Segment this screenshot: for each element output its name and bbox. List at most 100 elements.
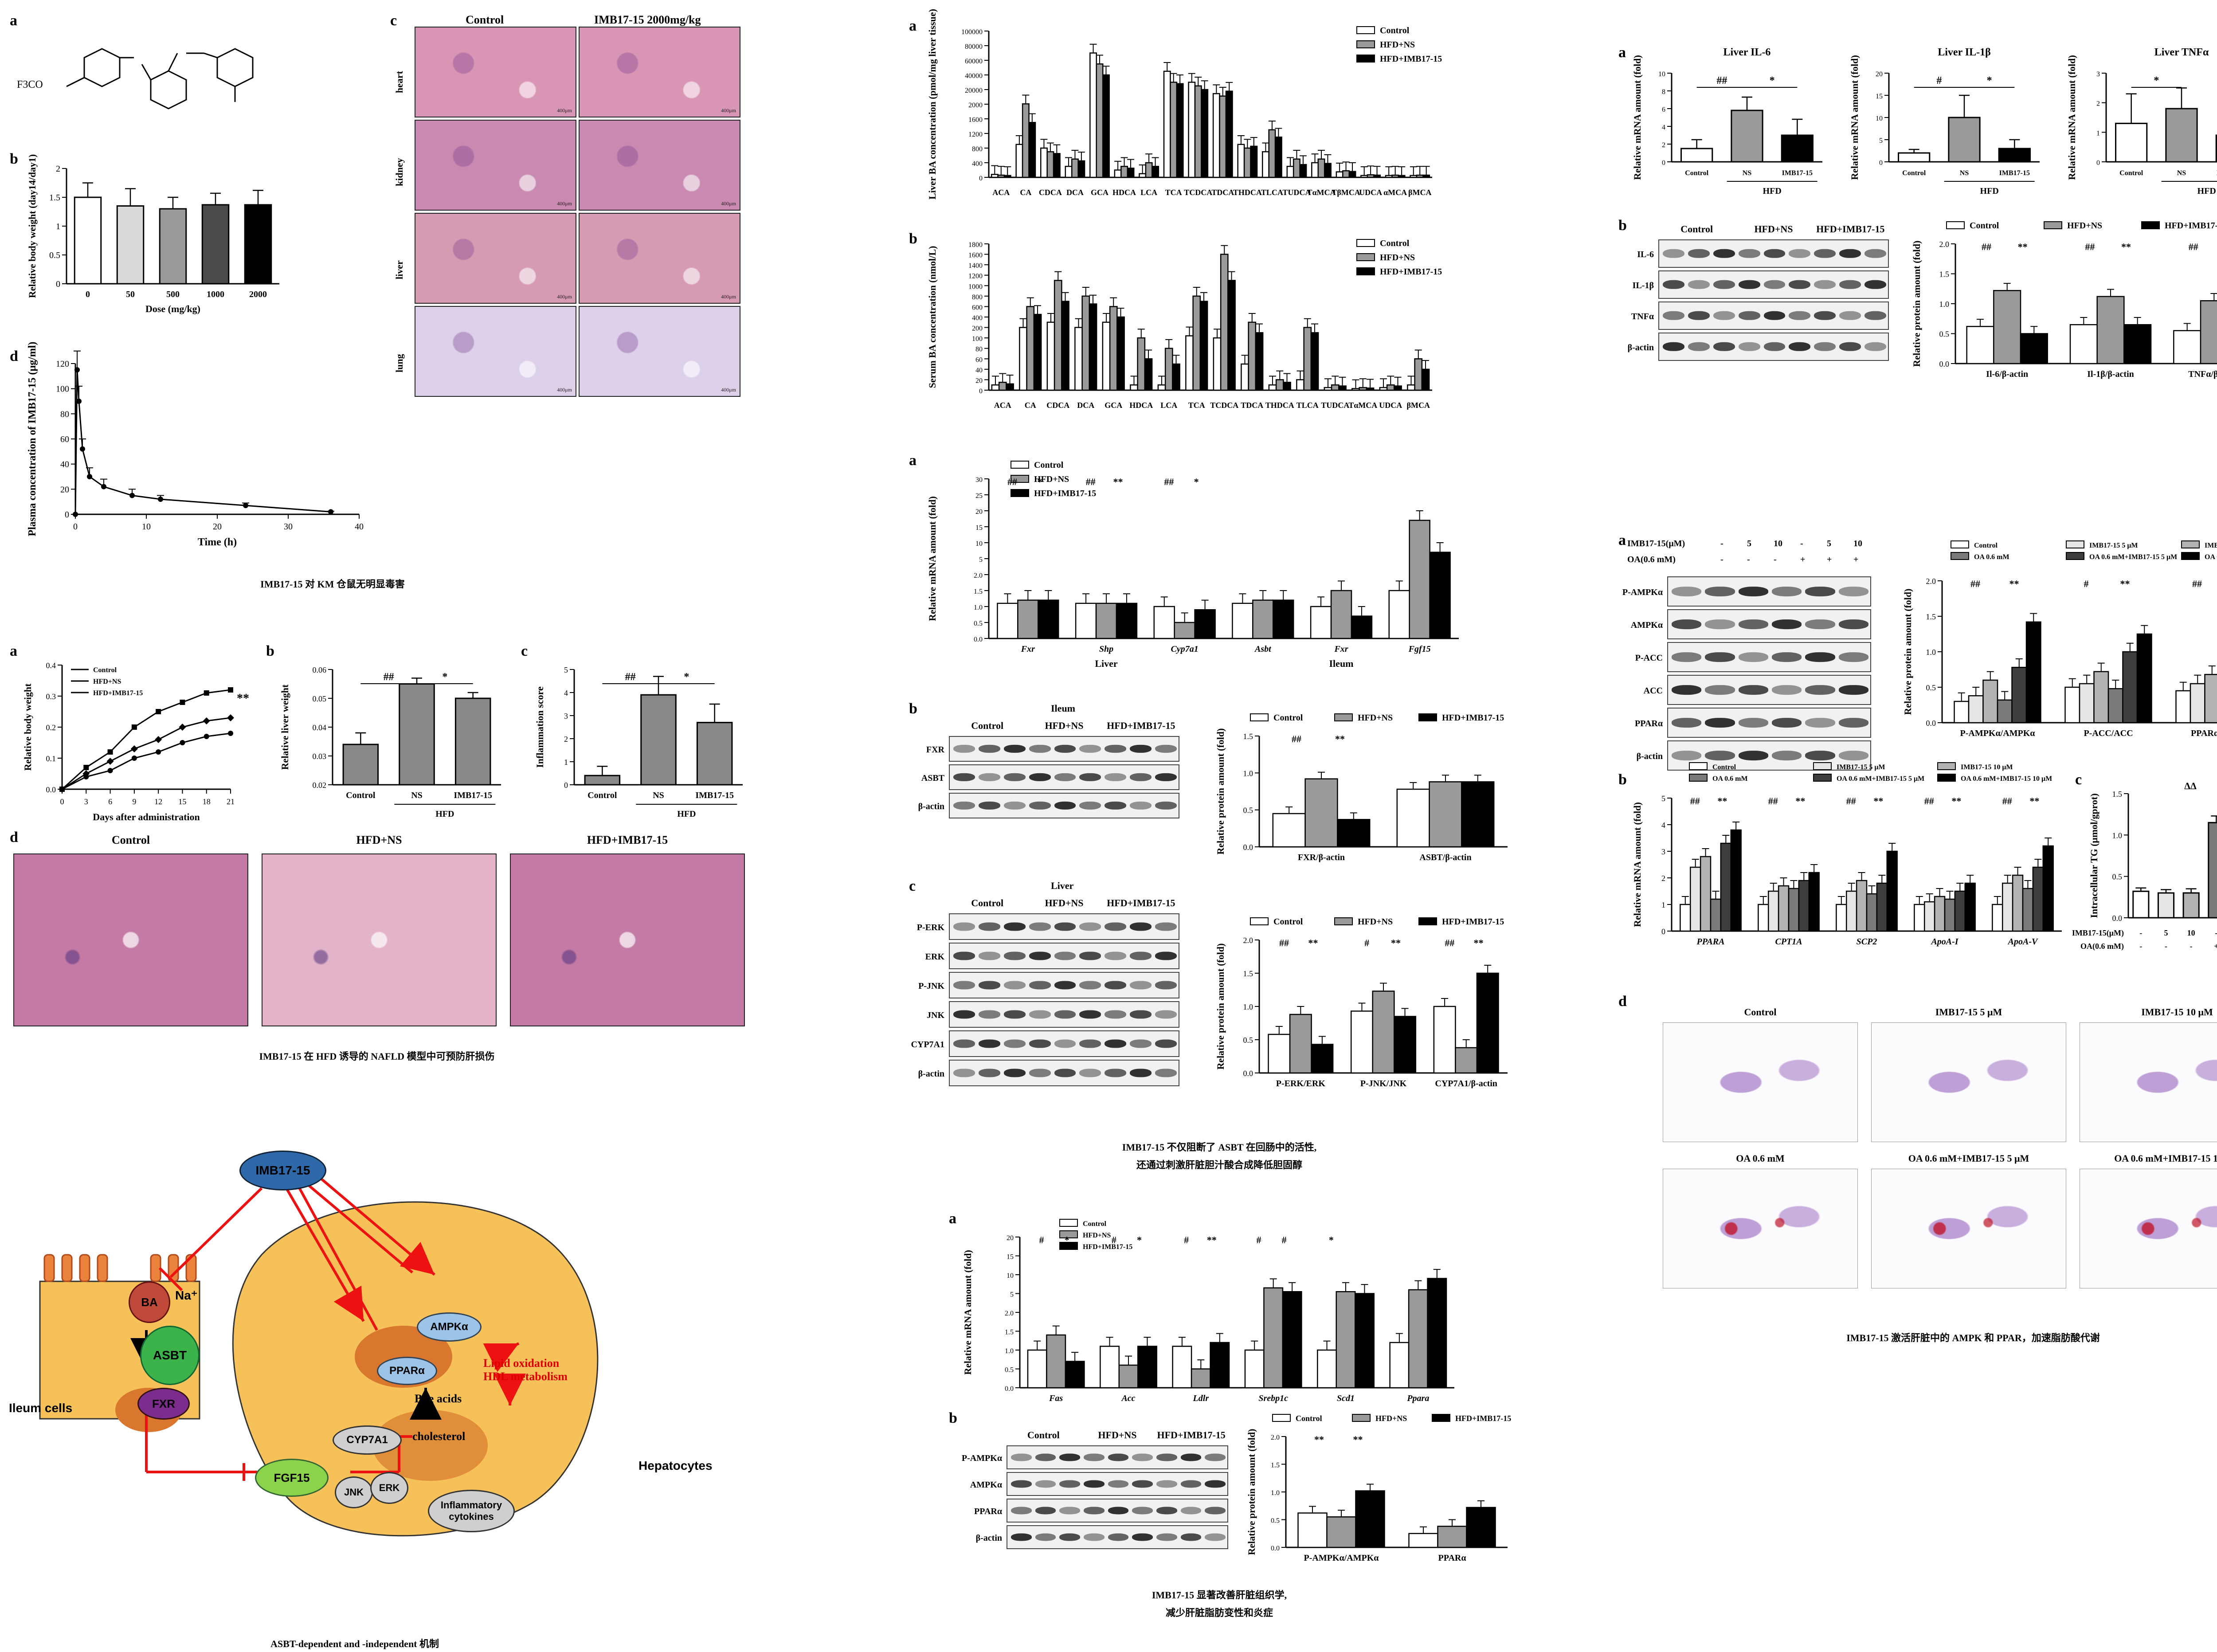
legend-label: HFD+IMB17-15: [1083, 1243, 1132, 1251]
bar: [1781, 134, 1814, 163]
y-tick-label: 1: [2096, 129, 2100, 137]
blot-band: [1003, 981, 1026, 990]
y-axis-label: Relative protein amount (fold): [1215, 728, 1226, 855]
legend-swatch: [1011, 489, 1029, 497]
y-tick-label: 5: [979, 556, 983, 564]
y-tick-label: 1.0: [1243, 769, 1253, 778]
category-label: DCA: [1077, 401, 1094, 410]
panel-a-letter: a: [10, 12, 17, 29]
bar: [2032, 866, 2044, 932]
category-label: TCDCA: [1210, 401, 1238, 410]
blot-band: [1155, 1069, 1177, 1077]
blot-band: [1130, 744, 1152, 753]
category-label: SCP2: [1857, 937, 1877, 947]
blot-row-label: IL-6: [1637, 250, 1654, 259]
y-tick-label: 1.0: [2112, 831, 2123, 840]
blot-membrane: [949, 764, 1179, 790]
blot-band: [1763, 249, 1786, 258]
caption-toxicity: IMB17-15 对 KM 仓鼠无明显毒害: [260, 579, 405, 590]
bar: [1366, 388, 1375, 391]
y-tick-label: 0.5: [2112, 873, 2123, 881]
bar: [399, 683, 435, 786]
oa-header-value: -: [1774, 555, 1777, 564]
blot-band: [1672, 587, 1702, 596]
sig-label: **: [1353, 1434, 1363, 1445]
bar: [1437, 1526, 1467, 1548]
legend-swatch: [1272, 1414, 1291, 1422]
bar: [1326, 1516, 1356, 1548]
bar: [1095, 603, 1117, 639]
category-label: PPARα/β-actin: [2191, 728, 2217, 738]
sig-label: ##: [2085, 241, 2095, 252]
y-tick-label: 10: [1658, 70, 1665, 78]
blot-band: [1105, 951, 1127, 960]
category-label: GCA: [1105, 401, 1122, 410]
oa-header-value: 5: [1747, 539, 1751, 548]
blot-band: [1084, 1533, 1105, 1541]
sig-label: #: [1282, 1234, 1287, 1245]
liver-il1b-chart: 0 5 10 15 20 Relative mRNA amount (fold) Contr…: [1849, 47, 2040, 196]
x-tick-label: 15: [178, 797, 186, 806]
y-tick-label: 40: [975, 367, 983, 374]
blot-band: [1011, 1507, 1032, 1515]
legend-label: IMB17-15 10 μM: [1961, 763, 2013, 771]
blot-membrane: [949, 972, 1179, 998]
bar: [696, 722, 733, 786]
legend-swatch: [1011, 461, 1029, 469]
blot-band: [1705, 652, 1735, 662]
bar: [1466, 1507, 1496, 1548]
y-axis-label: Relative liver weight: [279, 684, 290, 770]
liver-tnfa-chart: 0 1 2 3 Relative mRNA amount (fold) Control NS…: [2066, 47, 2217, 196]
blot-strip: [949, 793, 1179, 818]
blot-group-label: HFD+IMB17-15: [1816, 223, 1885, 235]
blot-row-label: CYP7A1: [911, 1040, 944, 1049]
y-tick-label: 100: [56, 384, 69, 394]
y-tick-label: 1600: [968, 252, 983, 259]
blot-strip: [1667, 708, 1871, 738]
data-point: [179, 724, 186, 731]
blot-row-label: AMPKα: [970, 1480, 1002, 1490]
blot-row-label: β-actin: [918, 1069, 944, 1079]
bar: [1075, 603, 1097, 639]
category-label: 2000: [249, 290, 267, 299]
y-tick-label: 1.0: [1939, 300, 1950, 309]
sig-label: ##: [2189, 241, 2198, 252]
bar: [2042, 845, 2054, 932]
legend-label: HFD+IMB17-15: [1455, 1414, 1511, 1423]
y-tick-label: 3: [1661, 847, 1665, 856]
blot-band: [1029, 1069, 1051, 1077]
blot-band: [1029, 1010, 1051, 1019]
bar: [2200, 300, 2217, 364]
bar: [1351, 388, 1360, 391]
group-label: Liver: [1095, 658, 1118, 669]
bar: [1461, 781, 1495, 848]
legend-swatch: [1689, 774, 1708, 782]
sig-label: ##: [1768, 795, 1778, 806]
category-label: TαMCA: [1307, 188, 1336, 197]
cell-image: [1871, 1169, 2066, 1288]
category-label: IMB17-15: [454, 791, 492, 800]
bar: [997, 174, 1005, 178]
sig-label: **: [1474, 937, 1484, 948]
blot-band: [1705, 751, 1735, 760]
caption-nafld: IMB17-15 在 HFD 诱导的 NAFLD 模型中可预防肝损伤: [259, 1051, 495, 1062]
blot-band: [1132, 1453, 1153, 1461]
y-axis-label: Serum BA concentration (nmol/L): [927, 246, 938, 388]
blot-band: [1108, 1533, 1129, 1541]
bar: [1808, 872, 1820, 932]
blot-group-label: HFD+IMB17-15: [1157, 1429, 1226, 1441]
tg-row2-value: -: [2165, 942, 2167, 951]
x-tick-label: 12: [154, 797, 162, 806]
blot-band: [1789, 249, 1811, 258]
blot-membrane: [949, 913, 1179, 940]
legend-label: OA 0.6 mM+IMB17-15 5 μM: [1837, 775, 1924, 783]
y-tick-label: 0.0: [1926, 719, 1936, 728]
y-tick-label: 0: [564, 781, 568, 790]
blot-band: [1003, 773, 1026, 782]
bar: [74, 196, 102, 285]
blot-band: [1105, 981, 1127, 990]
bar: [2122, 651, 2138, 724]
bar: [1354, 1293, 1375, 1389]
y-tick-label: 120: [56, 359, 69, 369]
data-point: [106, 758, 114, 765]
